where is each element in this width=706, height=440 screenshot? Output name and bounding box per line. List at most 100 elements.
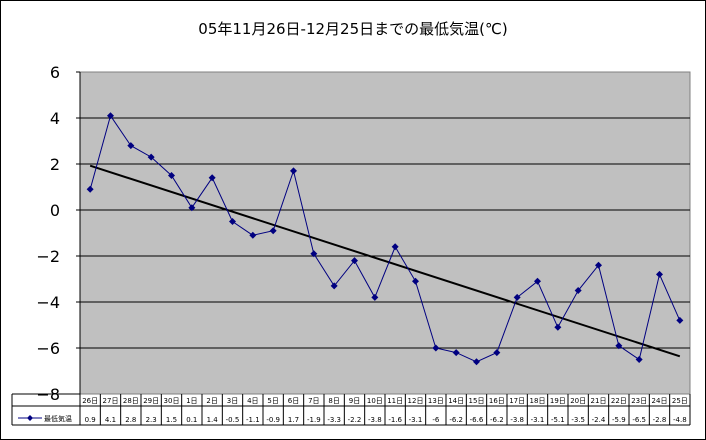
data-point: [391, 243, 399, 251]
data-point: [310, 250, 318, 258]
data-point: [534, 277, 541, 285]
data-point: [595, 261, 602, 269]
data-table-value: -1.6: [388, 416, 402, 424]
x-tick-label: 16日: [489, 397, 505, 405]
trendline: [89, 164, 681, 358]
data-point: [473, 358, 480, 366]
data-table-value: -2.4: [592, 416, 606, 424]
legend-label: 最低気温: [44, 414, 72, 423]
x-tick-label: 24日: [652, 397, 668, 405]
data-table-value: -0.9: [266, 416, 280, 424]
data-point: [554, 323, 562, 331]
x-tick-label: 17日: [509, 397, 525, 405]
y-tick-label: 6: [50, 63, 60, 82]
data-table-value: -3.8: [510, 416, 524, 424]
data-point: [229, 218, 236, 225]
data-table-value: -3.5: [571, 416, 585, 424]
x-tick-label: 23日: [631, 397, 647, 405]
data-table-value: -3.1: [531, 416, 545, 424]
data-table-value: -6.2: [490, 416, 504, 424]
x-tick-label: 18日: [530, 397, 546, 405]
data-point: [513, 293, 521, 301]
x-tick-label: 15日: [469, 397, 485, 405]
x-tick-label: 20日: [570, 397, 586, 405]
data-table-value: 4.1: [105, 416, 116, 424]
data-table-value: 1.7: [288, 416, 299, 424]
data-table-value: -2.8: [653, 416, 667, 424]
data-table-value: 2.3: [146, 416, 157, 424]
x-tick-label: 26日: [82, 397, 98, 405]
x-tick-label: 29日: [143, 397, 159, 405]
y-tick-label: 2: [50, 155, 60, 174]
data-point: [127, 142, 135, 150]
x-tick-label: 25日: [672, 397, 688, 405]
x-tick-label: 8日: [328, 397, 339, 405]
x-tick-label: 13日: [428, 397, 444, 405]
data-table-value: -1.9: [307, 416, 321, 424]
data-table-value: -6.5: [632, 416, 646, 424]
y-tick-label: −2: [36, 247, 60, 266]
data-table-value: -3.1: [409, 416, 423, 424]
plot-area: [79, 71, 691, 395]
data-point: [107, 112, 114, 120]
data-point: [330, 282, 338, 290]
data-table-value: -0.5: [226, 416, 240, 424]
data-point: [351, 257, 358, 265]
data-point: [635, 356, 643, 363]
x-tick-label: 27日: [103, 397, 119, 405]
data-table-value: 2.8: [125, 416, 136, 424]
data-table-value: -5.1: [551, 416, 565, 424]
data-table-value: -1.1: [246, 416, 260, 424]
x-tick-label: 5日: [267, 397, 278, 405]
x-tick-label: 28日: [123, 397, 139, 405]
x-tick-label: 6日: [288, 397, 299, 405]
data-table-value: -2.2: [348, 416, 362, 424]
data-point: [147, 153, 155, 161]
data-point: [290, 167, 297, 175]
data-table-value: 0.1: [186, 416, 197, 424]
data-point: [412, 277, 419, 285]
x-tick-label: 11日: [387, 397, 403, 405]
y-tick-label: −6: [36, 339, 60, 358]
data-point: [676, 316, 684, 324]
x-tick-label: 12日: [408, 397, 424, 405]
x-tick-label: 2日: [206, 397, 217, 405]
data-table-value: 1.5: [166, 416, 177, 424]
data-table-value: -6.6: [470, 416, 484, 424]
data-point: [371, 293, 379, 301]
data-table-value: -4.8: [673, 416, 687, 424]
data-point: [493, 349, 501, 357]
data-point: [188, 204, 196, 212]
x-tick-label: 21日: [591, 397, 607, 405]
x-tick-label: 10日: [367, 397, 383, 405]
x-tick-label: 7日: [308, 397, 319, 405]
data-table-value: -5.9: [612, 416, 626, 424]
data-point: [574, 287, 582, 294]
legend-marker: [27, 415, 33, 421]
x-tick-label: 30日: [164, 397, 180, 405]
x-tick-label: 9日: [349, 397, 360, 405]
data-table-value: 0.9: [85, 416, 96, 424]
data-point: [432, 344, 440, 352]
data-point: [269, 227, 277, 235]
data-table-value: -3.8: [368, 416, 382, 424]
x-tick-label: 3日: [227, 397, 238, 405]
x-tick-label: 4日: [247, 397, 258, 405]
data-table-value: -3.3: [327, 416, 341, 424]
x-tick-label: 22日: [611, 397, 627, 405]
x-tick-label: 19日: [550, 397, 566, 405]
series-line: [89, 114, 681, 363]
data-point: [249, 231, 257, 239]
data-point: [656, 270, 663, 278]
data-point: [208, 174, 216, 182]
data-table-value: -6: [432, 416, 440, 424]
data-point: [86, 185, 94, 193]
y-tick-label: 4: [50, 109, 60, 128]
data-point: [452, 349, 460, 357]
chart-title: 05年11月26日-12月25日までの最低気温(℃): [198, 20, 508, 38]
data-point: [615, 342, 623, 350]
data-table-value: 1.4: [207, 416, 219, 424]
data-table-value: -6.2: [449, 416, 463, 424]
y-tick-label: −4: [36, 293, 60, 312]
